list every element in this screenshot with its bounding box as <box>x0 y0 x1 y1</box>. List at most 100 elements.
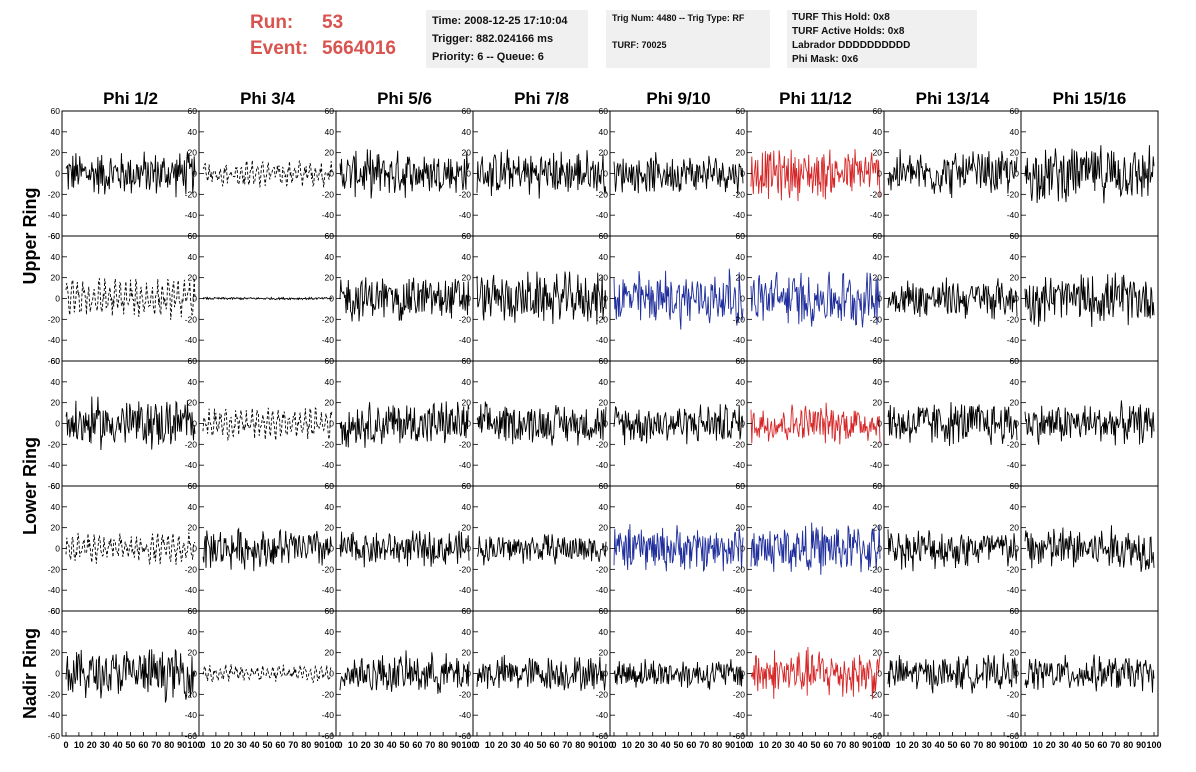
x-tick-label: 100 <box>872 740 887 750</box>
y-tick-label: -20 <box>185 189 198 199</box>
waveform-trace <box>476 401 607 446</box>
y-tick-label: 20 <box>873 273 883 283</box>
y-tick-label: 20 <box>51 148 61 158</box>
waveform-trace <box>65 277 196 320</box>
x-tick-label: 90 <box>177 740 187 750</box>
y-tick-label: 20 <box>873 523 883 533</box>
row-label: Lower Ring <box>20 437 40 535</box>
column-header: Phi 15/16 <box>1053 89 1127 108</box>
x-tick-label: 10 <box>485 740 495 750</box>
waveform-trace <box>202 296 333 301</box>
y-tick-label: 20 <box>1010 148 1020 158</box>
y-tick-label: -40 <box>322 335 335 345</box>
y-tick-label: 60 <box>736 606 746 616</box>
y-tick-label: 40 <box>51 502 61 512</box>
x-tick-label: 30 <box>648 740 658 750</box>
x-tick-label: 80 <box>438 740 448 750</box>
x-tick-label: 90 <box>999 740 1009 750</box>
y-tick-label: -20 <box>733 314 746 324</box>
y-tick-label: -60 <box>185 731 198 741</box>
y-tick-label: 60 <box>599 606 609 616</box>
y-tick-label: 60 <box>462 231 472 241</box>
trig-info-box: Trig Num: 4480 -- Trig Type: RF TURF: 70… <box>606 10 770 68</box>
x-tick-label: 90 <box>1136 740 1146 750</box>
y-tick-label: 60 <box>462 356 472 366</box>
y-tick-label: 40 <box>873 127 883 137</box>
y-tick-label: 20 <box>462 523 472 533</box>
priority-text: Priority: 6 -- Queue: 6 <box>432 51 544 63</box>
y-tick-label: 40 <box>51 127 61 137</box>
row-label: Upper Ring <box>20 188 40 285</box>
y-tick-label: 0 <box>329 419 334 429</box>
y-tick-label: 0 <box>740 294 745 304</box>
waveform-trace <box>339 277 470 322</box>
y-tick-label: -40 <box>1007 710 1020 720</box>
waveform-trace <box>202 159 333 188</box>
waveform-panel <box>61 485 200 612</box>
y-tick-label: 40 <box>188 377 198 387</box>
y-tick-label: -20 <box>48 314 61 324</box>
y-tick-label: 40 <box>51 252 61 262</box>
x-tick-label: 50 <box>536 740 546 750</box>
y-tick-label: -20 <box>48 689 61 699</box>
x-tick-label: 100 <box>1146 740 1161 750</box>
y-tick-label: -20 <box>322 314 335 324</box>
y-tick-label: -60 <box>1007 731 1020 741</box>
y-tick-label: 60 <box>188 481 198 491</box>
x-tick-label: 70 <box>699 740 709 750</box>
y-tick-label: -40 <box>870 210 883 220</box>
x-tick-label: 30 <box>237 740 247 750</box>
y-tick-label: -20 <box>48 439 61 449</box>
y-tick-label: 40 <box>599 502 609 512</box>
y-tick-label: 0 <box>192 669 197 679</box>
y-tick-label: 60 <box>599 356 609 366</box>
column-header: Phi 9/10 <box>646 89 710 108</box>
y-tick-label: 0 <box>329 294 334 304</box>
y-tick-label: 0 <box>466 419 471 429</box>
active-holds-text: TURF Active Holds: 0x8 <box>792 26 905 37</box>
y-tick-label: -60 <box>733 731 746 741</box>
y-tick-label: 0 <box>603 169 608 179</box>
y-tick-label: 20 <box>599 273 609 283</box>
y-tick-label: 60 <box>51 231 61 241</box>
y-tick-label: 20 <box>188 523 198 533</box>
y-tick-label: 0 <box>740 544 745 554</box>
y-tick-label: 0 <box>329 544 334 554</box>
y-tick-label: 60 <box>462 106 472 116</box>
y-tick-label: 0 <box>877 544 882 554</box>
y-tick-label: 20 <box>599 398 609 408</box>
y-tick-label: 40 <box>188 127 198 137</box>
waveform-trace <box>887 653 1018 694</box>
waveform-trace <box>339 401 470 448</box>
y-tick-label: -40 <box>459 335 472 345</box>
waveform-trace <box>613 404 744 446</box>
y-tick-label: 40 <box>325 127 335 137</box>
y-tick-label: 0 <box>877 669 882 679</box>
y-tick-label: 0 <box>329 169 334 179</box>
x-tick-label: 100 <box>735 740 750 750</box>
y-tick-label: 60 <box>1010 606 1020 616</box>
row-label: Nadir Ring <box>20 628 40 719</box>
waveform-panel <box>335 610 474 737</box>
x-tick-label: 100 <box>324 740 339 750</box>
y-tick-label: 60 <box>599 481 609 491</box>
x-tick-label: 0 <box>63 740 68 750</box>
column-header: Phi 11/12 <box>779 89 852 108</box>
y-tick-label: 20 <box>736 523 746 533</box>
y-tick-label: 20 <box>462 273 472 283</box>
y-tick-label: 20 <box>325 273 335 283</box>
x-tick-label: 60 <box>823 740 833 750</box>
y-tick-label: -20 <box>870 189 883 199</box>
y-tick-label: -20 <box>1007 314 1020 324</box>
waveform-trace <box>476 654 607 691</box>
phi-mask-text: Phi Mask: 0x6 <box>792 54 859 65</box>
y-tick-label: 20 <box>51 398 61 408</box>
column-header: Phi 7/8 <box>514 89 569 108</box>
y-tick-label: 0 <box>603 419 608 429</box>
y-tick-label: 0 <box>192 169 197 179</box>
waveform-trace <box>339 149 470 199</box>
y-tick-label: -20 <box>459 689 472 699</box>
waveform-trace <box>65 396 196 451</box>
y-tick-label: 0 <box>55 294 60 304</box>
